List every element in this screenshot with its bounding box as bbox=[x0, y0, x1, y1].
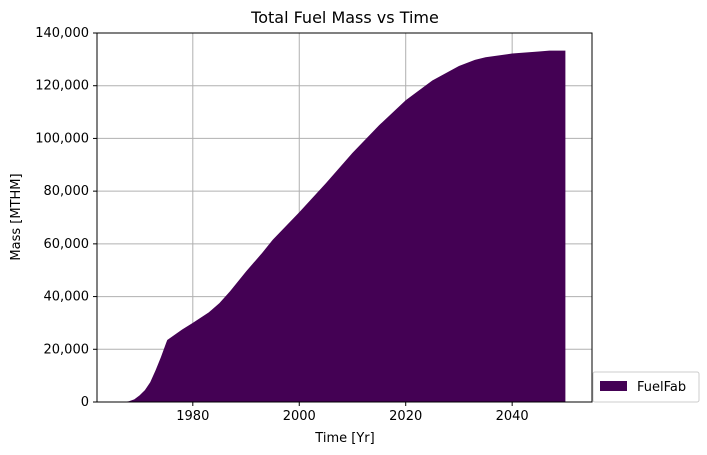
x-tick-label: 2000 bbox=[283, 409, 316, 424]
legend-box bbox=[592, 371, 700, 403]
y-tick-label: 40,000 bbox=[44, 290, 90, 305]
y-tick-label: 80,000 bbox=[44, 184, 90, 199]
x-tick-label: 2020 bbox=[389, 409, 422, 424]
y-tick-label: 60,000 bbox=[44, 237, 90, 252]
legend: FuelFab bbox=[592, 371, 700, 403]
plot-frame bbox=[96, 32, 593, 403]
legend-label-fuelfab: FuelFab bbox=[637, 380, 686, 395]
axis-ticks: 1980 2000 2020 2040 0 20,000 40,000 60,000 80,00… bbox=[35, 26, 528, 424]
y-tick-label: 120,000 bbox=[35, 79, 89, 94]
x-axis-label: Time [Yr] bbox=[314, 431, 374, 446]
y-tick-label: 0 bbox=[81, 395, 89, 410]
y-tick-label: 140,000 bbox=[35, 26, 89, 41]
series-area bbox=[123, 50, 566, 402]
x-tick-label: 2040 bbox=[496, 409, 529, 424]
y-tick-label: 20,000 bbox=[44, 342, 90, 357]
y-tick-label: 100,000 bbox=[35, 131, 89, 146]
x-tick-label: 1980 bbox=[176, 409, 209, 424]
y-axis-label: Mass [MTHM] bbox=[9, 173, 24, 260]
chart-title: Total Fuel Mass vs Time bbox=[250, 8, 439, 27]
legend-swatch-fuelfab bbox=[600, 381, 627, 391]
fuelfab-area bbox=[123, 50, 566, 402]
